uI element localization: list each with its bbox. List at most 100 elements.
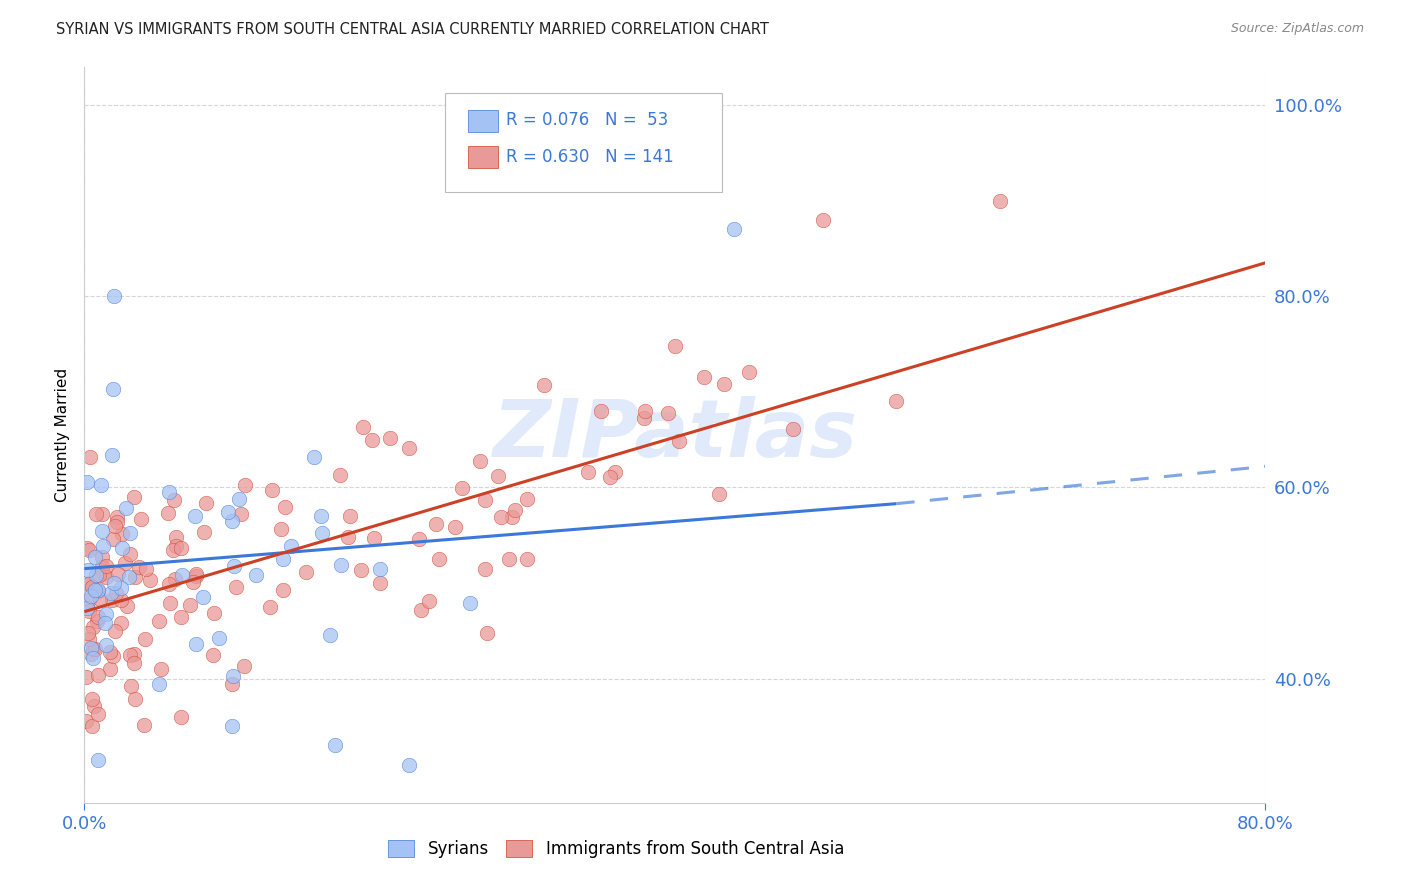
Point [75, 714, 97, 728]
Point [398, 757, 420, 772]
Point [80, 691, 103, 706]
Point [183, 574, 205, 589]
Point [87, 610, 110, 624]
Point [120, 547, 142, 561]
Point [83, 698, 105, 713]
Point [228, 492, 250, 507]
Point [101, 648, 124, 663]
Point [170, 609, 193, 624]
Point [135, 562, 157, 576]
Point [96, 570, 118, 584]
Point [115, 500, 138, 515]
Point [87, 706, 110, 721]
Point [498, 552, 520, 566]
Point [336, 530, 359, 544]
Point [76, 541, 98, 555]
Point [503, 502, 526, 516]
Point [83, 641, 105, 656]
Point [165, 530, 187, 544]
Point [229, 508, 252, 522]
Point [80, 648, 103, 662]
Point [118, 526, 141, 541]
Point [104, 519, 127, 533]
Point [260, 483, 283, 497]
Point [713, 377, 735, 392]
Point [115, 599, 138, 613]
Point [368, 575, 391, 590]
Point [150, 663, 173, 677]
Point [103, 576, 125, 591]
Point [111, 526, 134, 541]
Point [193, 525, 215, 540]
Point [707, 486, 730, 500]
Point [103, 289, 125, 303]
Point [309, 508, 332, 523]
Point [110, 592, 132, 607]
Point [94, 607, 117, 621]
Point [325, 739, 347, 753]
Point [418, 594, 440, 608]
Point [134, 632, 156, 646]
Point [101, 592, 124, 607]
Point [591, 404, 613, 418]
Point [368, 562, 391, 576]
Text: SYRIAN VS IMMIGRANTS FROM SOUTH CENTRAL ASIA CURRENTLY MARRIED CORRELATION CHART: SYRIAN VS IMMIGRANTS FROM SOUTH CENTRAL … [56, 22, 769, 37]
Point [157, 485, 180, 500]
Point [86, 614, 108, 628]
Point [811, 212, 834, 227]
Point [86, 753, 108, 767]
Point [134, 718, 156, 732]
Point [87, 583, 110, 598]
Point [184, 637, 207, 651]
Point [107, 566, 129, 581]
Point [470, 454, 492, 468]
Point [75, 670, 97, 684]
Point [429, 552, 451, 566]
Point [124, 570, 146, 584]
Point [330, 558, 353, 572]
Point [225, 580, 247, 594]
Point [122, 656, 145, 670]
Point [82, 641, 104, 656]
Point [170, 710, 193, 724]
Point [668, 434, 690, 448]
Point [274, 500, 297, 514]
FancyBboxPatch shape [444, 93, 723, 192]
Point [94, 616, 117, 631]
Point [378, 431, 401, 445]
Point [329, 468, 352, 483]
Point [76, 626, 98, 640]
Point [105, 510, 128, 524]
Point [603, 465, 626, 479]
FancyBboxPatch shape [468, 110, 498, 132]
Point [723, 222, 745, 236]
Point [311, 525, 333, 540]
Point [93, 539, 115, 553]
Point [886, 393, 908, 408]
Point [104, 624, 127, 639]
Point [90, 478, 112, 492]
Point [474, 562, 496, 576]
Point [165, 572, 187, 586]
Point [79, 576, 101, 591]
Point [89, 592, 111, 607]
Point [77, 543, 100, 558]
Point [221, 677, 243, 691]
Point [451, 482, 474, 496]
Point [224, 558, 246, 573]
Point [114, 556, 136, 570]
Point [84, 549, 107, 564]
Point [157, 577, 180, 591]
Point [319, 628, 342, 642]
Point [782, 422, 804, 436]
Point [988, 194, 1011, 208]
Point [183, 508, 205, 523]
Point [148, 677, 170, 691]
Point [76, 576, 98, 591]
Point [270, 522, 292, 536]
Point [201, 648, 224, 662]
Point [245, 567, 267, 582]
Point [271, 552, 294, 566]
Point [80, 589, 103, 603]
Text: R = 0.076   N =  53: R = 0.076 N = 53 [506, 111, 668, 128]
